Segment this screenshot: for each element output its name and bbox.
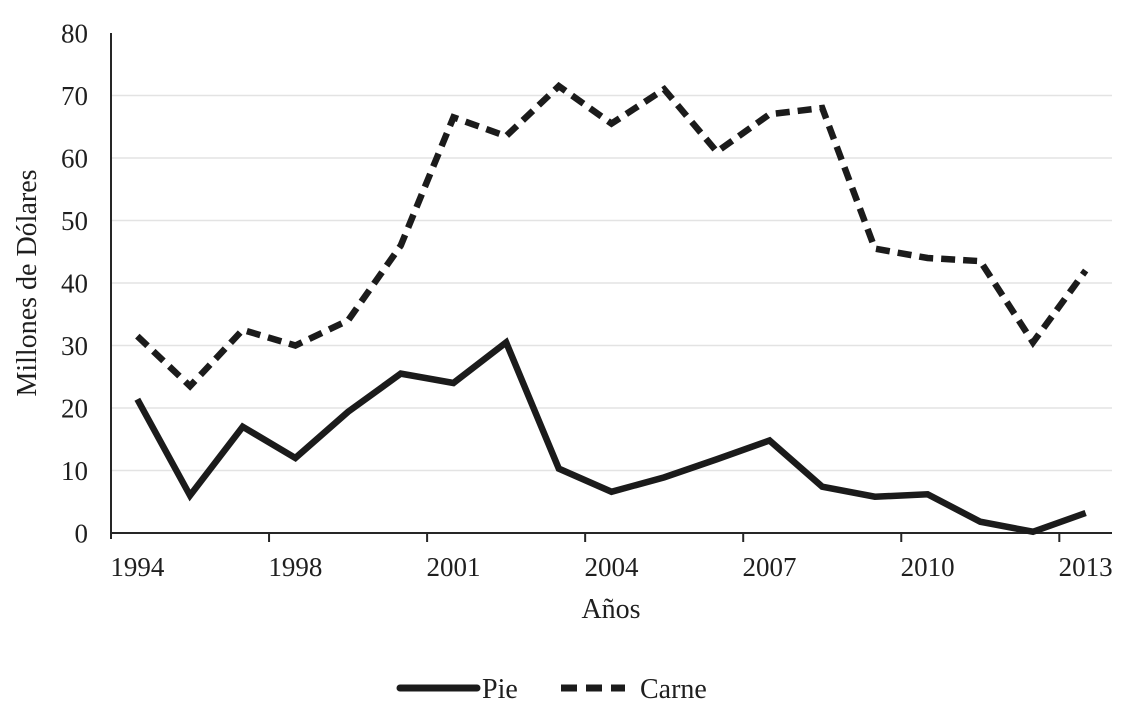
x-tick-label: 2001 — [426, 552, 480, 582]
legend: Pie Carne — [396, 674, 707, 705]
gridlines — [111, 94, 1112, 472]
y-tick-label: 0 — [75, 519, 89, 549]
y-tick-label: 60 — [61, 144, 88, 174]
x-tick-label: 2010 — [901, 552, 955, 582]
y-tick-label: 50 — [61, 206, 88, 236]
x-tick-label: 1998 — [268, 552, 322, 582]
legend-carne-label: Carne — [640, 674, 707, 705]
series-line-carne — [135, 81, 1089, 391]
x-tick-label: 2004 — [585, 552, 640, 582]
y-tick-label: 70 — [61, 81, 88, 111]
axes — [110, 33, 1112, 539]
y-tick-label: 30 — [61, 331, 88, 361]
y-tick-label: 20 — [61, 394, 88, 424]
legend-pie-label: Pie — [482, 674, 518, 705]
x-axis-tick-labels: 1994 1998 2001 2004 2007 2010 2013 — [110, 552, 1112, 582]
y-axis-tick-labels: 0 10 20 30 40 50 60 70 80 — [61, 19, 88, 549]
series-line-pie — [134, 337, 1087, 536]
y-tick-label: 80 — [61, 19, 88, 49]
x-axis-ticks — [268, 533, 1061, 542]
y-axis-title: Millones de Dólares — [12, 169, 43, 396]
series-lines — [134, 81, 1089, 536]
y-tick-label: 40 — [61, 269, 88, 299]
x-tick-label: 2007 — [743, 552, 797, 582]
x-tick-label: 1994 — [110, 552, 165, 582]
x-tick-label: 2013 — [1059, 552, 1113, 582]
y-tick-label: 10 — [61, 456, 88, 486]
x-axis-title: Años — [581, 594, 640, 625]
